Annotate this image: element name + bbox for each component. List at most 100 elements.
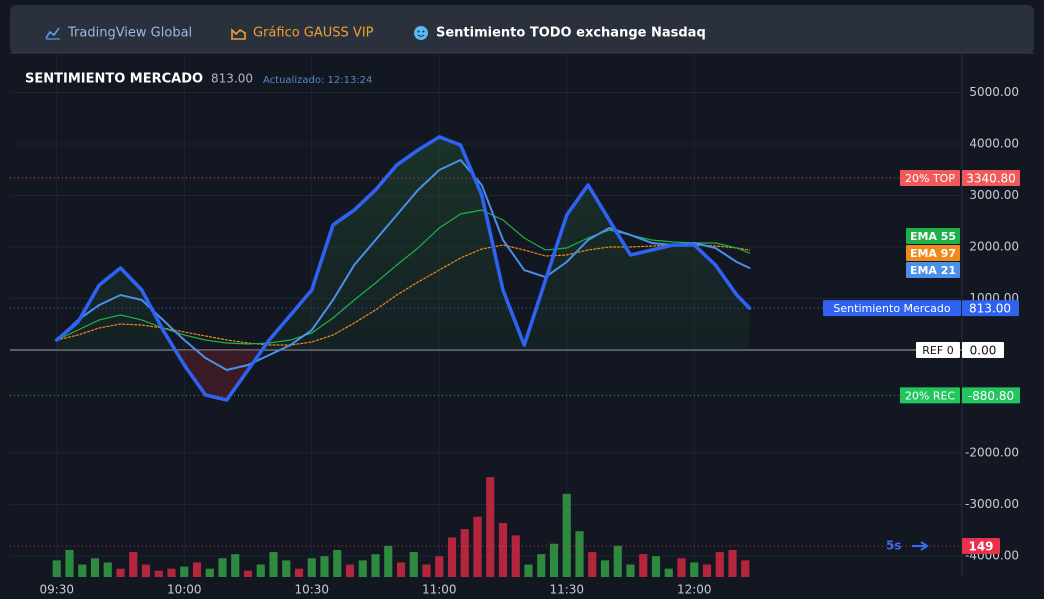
volume-bar	[231, 554, 240, 577]
legend-label: EMA 21	[910, 264, 956, 277]
current-value: 813.00	[969, 302, 1011, 316]
legend-box	[823, 300, 961, 317]
tab-icon-line	[45, 27, 60, 40]
current-value-box	[962, 300, 1019, 317]
legend-label: EMA 97	[910, 247, 956, 260]
level-label-box	[900, 169, 960, 186]
x-tick-label: 10:00	[167, 583, 202, 597]
volume-bar	[524, 564, 533, 577]
volume-bar	[333, 549, 342, 577]
legend-box	[906, 261, 960, 278]
y-tick-label: 3000.00	[969, 188, 1019, 202]
volume-bar	[473, 516, 482, 577]
volume-bar	[78, 564, 87, 577]
ema-line	[56, 244, 751, 346]
volume-bar	[384, 545, 393, 577]
volume-bar	[396, 562, 406, 577]
volume-bar	[256, 564, 265, 577]
chart-title: SENTIMIENTO MERCADO	[25, 72, 203, 87]
volume-bar	[320, 556, 329, 577]
volume-bar	[371, 554, 380, 577]
level-value: -880.80	[968, 389, 1014, 403]
interval-arrow	[912, 541, 929, 551]
volume-bar	[677, 558, 686, 577]
volume-bar	[90, 558, 100, 577]
volume-bar	[575, 531, 584, 577]
volume-bar	[205, 568, 214, 577]
volume-bar	[154, 570, 163, 577]
volume-bar	[588, 552, 597, 577]
volume-bar	[141, 564, 151, 577]
updated-time: Actualizado: 12:13:24	[263, 75, 372, 86]
volume-bar	[664, 568, 673, 577]
level-label: REF 0	[922, 344, 953, 357]
level-label-box	[900, 387, 960, 404]
volume-bar	[116, 568, 125, 577]
volume-bar	[537, 554, 546, 577]
tab-label[interactable]: Sentimiento TODO exchange Nasdaq	[436, 26, 706, 41]
volume-bar	[460, 529, 469, 577]
volume-bar	[690, 562, 699, 577]
y-tick-label: 4000.00	[969, 137, 1019, 151]
volume-bar	[345, 564, 355, 577]
volume-bar	[307, 558, 316, 577]
legend-label: EMA 55	[910, 230, 956, 243]
tab-icon-area	[231, 28, 246, 40]
x-tick-label: 09:30	[39, 583, 74, 597]
volume-bar	[498, 522, 508, 577]
x-tick-label: 11:00	[422, 583, 457, 597]
volume-bar	[447, 537, 457, 577]
legend-box	[906, 244, 960, 261]
x-tick-label: 12:00	[677, 583, 712, 597]
volume-bar	[129, 552, 138, 577]
header-value: 813.00	[211, 72, 253, 86]
volume-bar	[409, 552, 418, 577]
x-tick-label: 10:30	[294, 583, 329, 597]
volume-bar	[549, 543, 559, 577]
y-tick-label: 2000.00	[969, 240, 1019, 254]
level-value-box	[962, 169, 1020, 186]
volume-bar	[486, 477, 495, 577]
tab-label[interactable]: TradingView Global	[67, 26, 192, 41]
ema-line	[56, 209, 751, 345]
volume-bar	[269, 552, 278, 577]
level-value: 3340.80	[966, 171, 1016, 185]
legend-box	[906, 227, 960, 244]
volume-bar	[702, 564, 712, 577]
level-value-box	[962, 387, 1020, 404]
labels: 5000.004000.003000.002000.001000.00-2000…	[39, 85, 1020, 597]
volume-bar	[65, 549, 74, 577]
volume-bar	[435, 556, 444, 577]
volume-bar	[613, 545, 622, 577]
volume-bar	[562, 493, 571, 577]
level-value: 0.00	[970, 344, 997, 358]
volume-bar	[180, 566, 189, 577]
ema-line	[55, 159, 751, 371]
volume-bar	[243, 570, 253, 577]
level-value-box	[962, 342, 1004, 358]
main-line	[54, 135, 752, 402]
volume-bar	[103, 562, 112, 577]
volume-bar	[651, 556, 661, 577]
volume-bar	[511, 535, 520, 577]
volume-bar	[422, 564, 431, 577]
level-label: 20% REC	[905, 389, 956, 402]
volume-bar	[282, 560, 291, 577]
level-label: 20% TOP	[905, 172, 955, 185]
volume-bar	[728, 549, 737, 577]
volume-bar	[358, 560, 367, 577]
volume-bar	[600, 560, 610, 577]
volume-bar	[167, 568, 176, 577]
level-label-box	[916, 342, 960, 358]
volume-bar	[294, 568, 304, 577]
interval-label: 5s	[886, 539, 902, 553]
y-tick-label: -3000.00	[965, 497, 1019, 511]
tab-label[interactable]: Gráfico GAUSS VIP	[253, 26, 374, 41]
volume-bar	[639, 554, 648, 577]
volume-bar	[52, 560, 61, 577]
y-tick-label: -2000.00	[965, 446, 1019, 460]
volume-marker-label: 149	[968, 540, 993, 554]
volume-bar	[218, 558, 227, 577]
